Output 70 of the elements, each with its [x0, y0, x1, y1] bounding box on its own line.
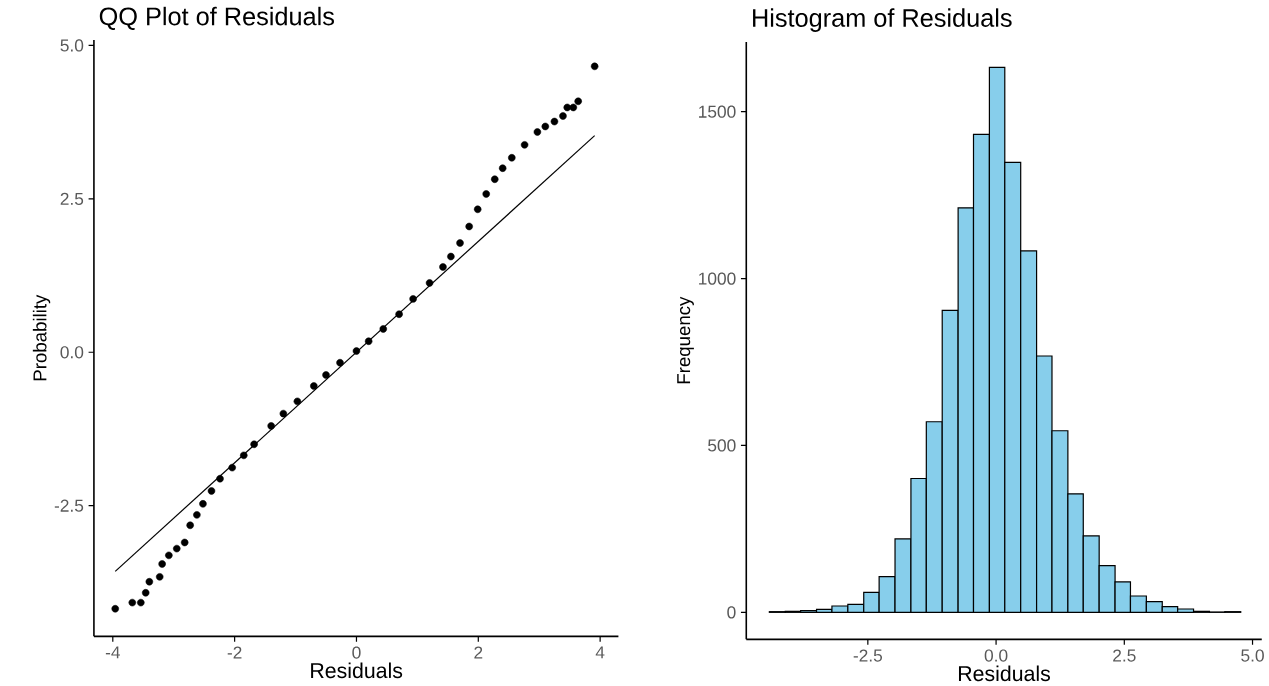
x-tick-label: 0	[352, 646, 361, 659]
point	[569, 103, 578, 112]
point	[293, 397, 302, 406]
point	[250, 440, 258, 449]
point	[395, 310, 403, 319]
y-tick-label: 0.0	[60, 346, 84, 359]
point	[216, 475, 224, 483]
chart-title: Histogram of Residuals	[753, 8, 1012, 33]
point	[533, 128, 542, 136]
point	[473, 205, 482, 214]
point	[447, 253, 455, 261]
y-tick-label: 2.5	[60, 192, 84, 206]
point	[310, 382, 318, 390]
point	[364, 337, 373, 346]
y-tick-label: 500	[708, 439, 736, 452]
point	[228, 464, 236, 472]
y-axis-title: Frequency	[677, 296, 694, 384]
point	[574, 97, 582, 106]
x-axis-title: Residuals	[311, 662, 403, 679]
point	[559, 112, 567, 120]
point	[145, 578, 154, 586]
point	[541, 122, 550, 131]
point	[137, 599, 145, 607]
point	[165, 551, 173, 560]
point	[379, 325, 387, 333]
point	[180, 538, 189, 547]
point	[352, 347, 361, 355]
point	[240, 451, 248, 460]
point	[279, 410, 288, 418]
point	[158, 560, 166, 568]
x-axis-title: Residuals	[958, 665, 1051, 682]
chart-title: QQ Plot of Residuals	[99, 7, 334, 31]
x-tick-label: 4	[595, 646, 605, 659]
point	[520, 141, 529, 149]
point	[322, 371, 330, 379]
point	[336, 359, 344, 367]
point	[267, 422, 275, 430]
point	[550, 118, 559, 126]
point	[207, 487, 216, 495]
point	[465, 222, 473, 231]
point	[141, 589, 150, 597]
y-axis-title: Probability	[32, 294, 51, 381]
x-tick-label: 5.0	[1241, 649, 1264, 662]
point	[456, 239, 464, 247]
y-tick-label: 1500	[699, 105, 736, 119]
point	[173, 545, 181, 553]
y-tick-label: 5.0	[60, 39, 84, 52]
point	[409, 295, 417, 303]
x-tick-label: -4	[105, 646, 120, 659]
x-tick-label: 2.5	[1113, 649, 1136, 662]
point	[425, 279, 434, 287]
point	[186, 521, 194, 530]
point	[128, 599, 137, 607]
point	[590, 62, 599, 71]
y-tick-label: -2.5	[54, 499, 84, 513]
point	[193, 511, 201, 519]
point	[439, 263, 447, 271]
x-tick-label: 0.0	[984, 649, 1008, 662]
point	[498, 164, 507, 173]
y-tick-label: 0	[727, 606, 736, 619]
point	[155, 573, 164, 581]
x-tick-label: -2	[227, 646, 242, 659]
point	[199, 500, 207, 508]
x-tick-label: 2	[474, 646, 483, 659]
x-tick-label: -2.5	[853, 649, 883, 662]
y-tick-label: 1000	[699, 272, 736, 285]
point	[482, 190, 490, 198]
point	[491, 175, 499, 184]
point	[508, 154, 516, 162]
point	[111, 605, 119, 613]
